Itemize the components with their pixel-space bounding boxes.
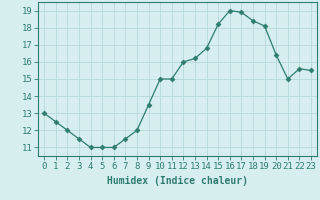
X-axis label: Humidex (Indice chaleur): Humidex (Indice chaleur)	[107, 176, 248, 186]
